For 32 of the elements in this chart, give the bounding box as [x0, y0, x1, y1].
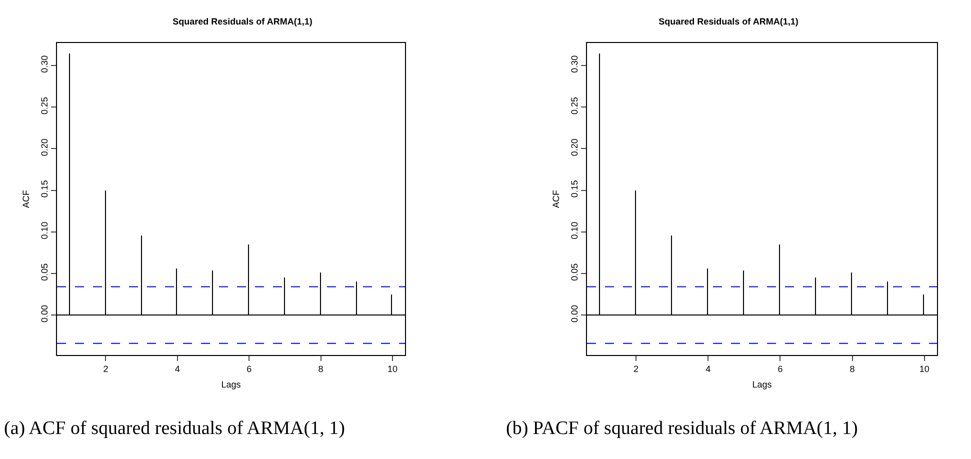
x-tick-label: 2 — [634, 364, 639, 374]
y-tick-label: 0.10 — [39, 222, 50, 240]
y-tick-label: 0.00 — [569, 304, 580, 322]
y-tick-label: 0.25 — [39, 96, 50, 114]
y-tick-label: 0.30 — [569, 55, 580, 73]
chart-title: Squared Residuals of ARMA(1,1) — [172, 16, 312, 26]
y-tick-label: 0.05 — [569, 263, 580, 281]
x-tick-label: 8 — [850, 364, 855, 374]
x-tick-label: 4 — [706, 364, 711, 374]
x-tick-label: 4 — [174, 364, 180, 374]
x-axis-title: Lags — [752, 380, 772, 390]
x-tick-label: 6 — [778, 364, 783, 374]
x-tick-label: 8 — [318, 364, 324, 374]
y-tick-label: 0.25 — [569, 96, 580, 114]
y-tick-label: 0.30 — [39, 55, 50, 73]
y-tick-label: 0.20 — [569, 138, 580, 156]
y-tick-label: 0.15 — [39, 180, 50, 198]
y-axis-title: ACF — [20, 190, 31, 208]
x-tick-label: 10 — [387, 364, 398, 374]
x-axis-title: Lags — [221, 380, 242, 390]
y-tick-label: 0.20 — [39, 138, 50, 156]
text: (b) PACF of squared residuals of ARMA(1, 1) — [506, 418, 858, 440]
y-tick-label: 0.00 — [39, 304, 50, 322]
y-tick-label: 0.05 — [39, 263, 50, 281]
x-tick-label: 6 — [246, 364, 252, 374]
chart-title: Squared Residuals of ARMA(1,1) — [658, 16, 798, 26]
y-tick-label: 0.15 — [569, 180, 580, 198]
x-tick-label: 2 — [103, 364, 108, 374]
y-tick-label: 0.10 — [569, 222, 580, 240]
y-axis-title: ACF — [550, 190, 561, 208]
x-tick-label: 10 — [919, 364, 930, 374]
text: (a) ACF of squared residuals of ARMA(1, 1) — [4, 418, 345, 440]
